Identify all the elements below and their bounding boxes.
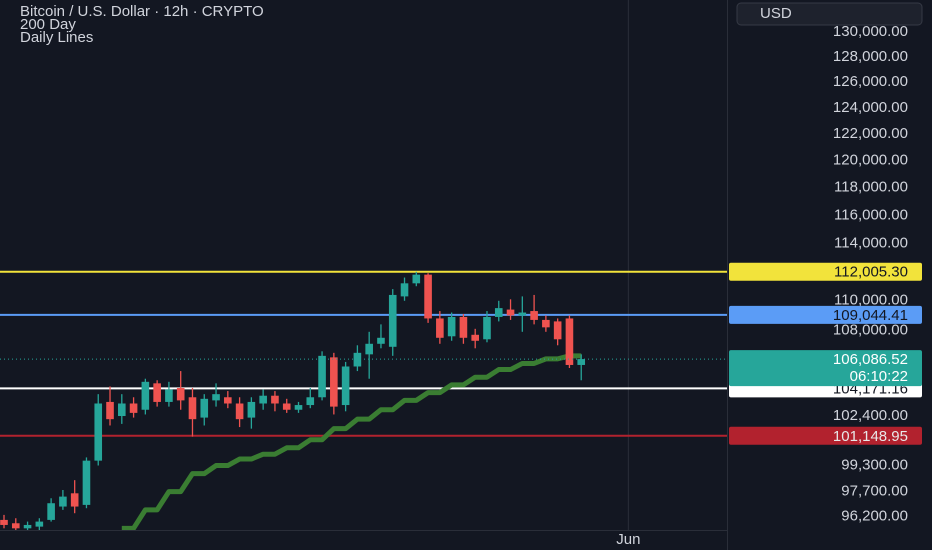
y-tick-label: 116,000.00 <box>834 206 908 223</box>
y-tick-label: 96,200.00 <box>841 508 908 525</box>
candle-body <box>271 395 279 404</box>
candle-body <box>306 397 315 406</box>
indicator-name: 200 Day <box>20 16 76 33</box>
candle-body <box>400 283 409 297</box>
candle-body <box>282 403 291 410</box>
y-tick-label: 118,000.00 <box>834 179 908 196</box>
currency-label[interactable]: USD <box>760 5 792 22</box>
candle-body <box>35 521 44 527</box>
candle-body <box>106 401 114 420</box>
candle-body <box>200 398 209 418</box>
chart-title: Bitcoin / U.S. Dollar · 12h · CRYPTO <box>20 3 264 20</box>
candle-body <box>565 318 574 365</box>
last-price-label: 106,086.52 <box>833 351 908 368</box>
candle-body <box>353 352 362 367</box>
y-tick-label: 97,700.00 <box>841 483 908 500</box>
candle-body <box>0 519 8 525</box>
price-label: 112,005.30 <box>834 264 908 281</box>
candle-body <box>341 366 350 406</box>
y-tick-label: 120,000.00 <box>833 152 908 169</box>
y-tick-label: 102,400.00 <box>833 407 908 424</box>
candle-body <box>388 294 397 347</box>
candle-body <box>176 387 185 401</box>
candle-body <box>577 359 586 365</box>
candle-body <box>530 311 538 320</box>
y-tick-label: 114,000.00 <box>834 234 908 251</box>
candle-body <box>94 403 103 461</box>
candle-body <box>412 274 421 284</box>
candle-body <box>483 316 491 340</box>
candle-body <box>23 524 32 529</box>
y-tick-label: 126,000.00 <box>833 73 908 90</box>
candle-body <box>436 318 444 338</box>
countdown-label: 06:10:22 <box>850 368 908 385</box>
currency-box[interactable] <box>736 2 923 26</box>
candle-body <box>542 319 550 328</box>
candle-body <box>424 274 432 319</box>
candle-body <box>165 389 173 402</box>
price-label-box <box>729 262 922 281</box>
price-pane <box>0 0 727 530</box>
indicator-subtitle: Daily Lines <box>20 29 93 46</box>
x-tick-label: Jun <box>616 531 640 548</box>
price-label-box <box>729 305 922 324</box>
candle-body <box>259 395 267 404</box>
candle-body <box>553 321 562 340</box>
candle-body <box>235 403 244 420</box>
candle-body <box>494 308 503 317</box>
candle-body <box>506 309 515 316</box>
candle-body <box>11 523 20 529</box>
price-label-box <box>729 426 922 445</box>
last-price-box <box>729 350 922 387</box>
candle-body <box>365 343 373 355</box>
candle-body <box>118 403 126 417</box>
y-tick-label: 108,000.00 <box>833 321 908 338</box>
candle-body <box>294 405 303 410</box>
candle-body <box>318 355 326 398</box>
candle-body <box>129 403 138 413</box>
candle-body <box>518 312 527 316</box>
candle-body <box>224 397 232 404</box>
candle-body <box>471 334 479 341</box>
y-tick-label: 110,000.00 <box>834 292 908 309</box>
candle-body <box>212 394 220 401</box>
y-tick-label: 124,000.00 <box>833 99 908 116</box>
y-tick-label: 128,000.00 <box>833 48 908 65</box>
candle-body <box>330 357 338 407</box>
candle-body <box>47 503 55 520</box>
candle-body <box>70 493 79 507</box>
candle-body <box>59 496 67 507</box>
candle-body <box>141 381 150 410</box>
price-label: 101,148.95 <box>833 428 908 445</box>
indicator-line <box>121 353 582 530</box>
candle-body <box>447 316 456 337</box>
candle-body <box>247 401 256 418</box>
candle-body <box>188 397 197 420</box>
y-tick-label: 99,300.00 <box>841 456 908 473</box>
y-tick-label: 130,000.00 <box>833 23 908 40</box>
price-label: 109,044.41 <box>833 307 908 324</box>
price-axis: 130,000.00 128,000.00 126,000.00 124,000.00… <box>729 23 922 525</box>
candle-body <box>153 383 161 402</box>
candle-body <box>459 316 468 338</box>
y-tick-label: 122,000.00 <box>833 125 908 142</box>
candle-body <box>377 337 385 344</box>
candle-body <box>82 460 91 505</box>
